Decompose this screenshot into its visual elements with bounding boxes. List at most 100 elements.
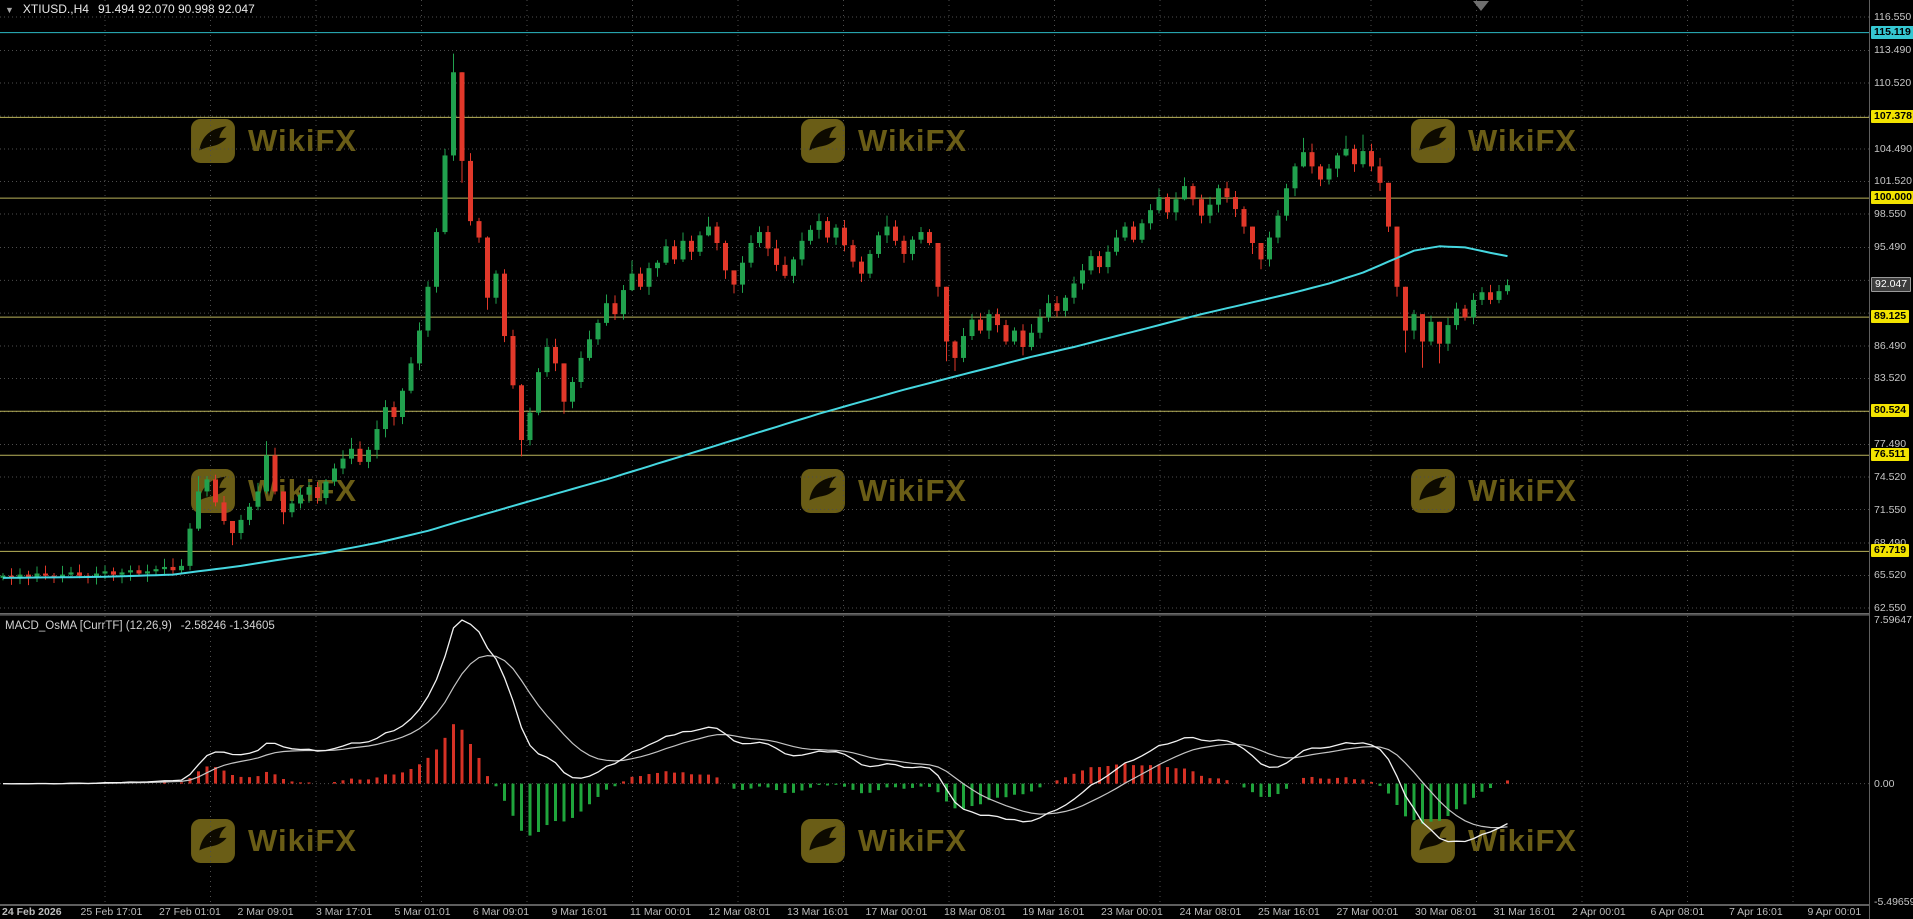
candle-body [944,286,949,342]
time-axis-label: 31 Mar 16:01 [1493,906,1556,918]
candle-body [587,339,592,358]
candle-body [1377,166,1383,183]
candle-body [400,390,405,418]
candle-body [332,468,337,482]
chart-shift-marker-icon[interactable] [1473,1,1489,11]
candle-body [1190,186,1196,200]
time-axis[interactable]: 24 Feb 2026 25 Feb 17:01 27 Feb 01:01 2 Mar… [0,906,1869,919]
candle-body [782,264,788,276]
macd-histogram-bar [826,783,829,786]
candle-body [850,245,856,262]
candle-body [476,221,482,238]
candle-body [1029,332,1034,347]
price-axis[interactable]: 116.550 113.490 110.520 104.490 101.520 98.55… [1869,0,1913,919]
macd-histogram-bar [1259,783,1263,797]
watermark-logo-icon [1411,469,1455,513]
candle-body [935,243,941,287]
candle-body [740,262,745,285]
macd-histogram-bar [588,783,591,805]
price-tick-label: 104.490 [1874,142,1912,155]
macd-histogram-bar [350,778,353,784]
candle-body [646,268,652,287]
macd-histogram-bar [205,766,209,784]
macd-histogram-bar [222,770,226,784]
macd-histogram-bar [503,783,506,801]
panel-divider[interactable] [0,613,1913,616]
price-tick-label: 110.520 [1874,76,1912,89]
candle-body [969,319,975,337]
macd-histogram-bar [409,768,413,784]
macd-histogram-bar [384,774,387,784]
candle-body [221,502,227,521]
candle-body [731,270,737,285]
candle-body [1369,151,1374,167]
candle-body [1505,285,1510,292]
candle-body [595,322,601,340]
candle-body [204,479,210,492]
candle-body [978,319,983,331]
macd-histogram-bar [800,783,804,791]
macd-histogram-bar [1132,765,1135,784]
indicator-label: MACD_OsMA [CurrTF] (12,26,9) -2.58246 -1… [5,620,275,632]
macd-histogram-bar [715,777,719,784]
candle-body [561,363,567,402]
watermark: WikiFX [1410,468,1577,514]
time-axis-label: 9 Mar 16:01 [551,906,608,918]
macd-histogram-bar [783,783,787,794]
candle-body [867,253,873,274]
candle-body [1352,148,1357,165]
macd-histogram-bar [596,783,600,797]
candle-body [315,487,320,499]
macd-histogram-bar [809,783,812,788]
candle-body [1199,199,1204,216]
macd-histogram-bar [639,776,642,784]
macd-histogram-bar [231,774,234,784]
candle-body [604,303,609,323]
macd-histogram-bar [571,783,574,818]
candle-body [519,385,524,441]
watermark-text: WikiFX [1468,123,1578,158]
candle-body [417,330,422,364]
candle-body [1496,291,1502,300]
macd-histogram-bar [528,783,532,836]
candle-body [791,259,796,276]
macd-histogram-bar [1336,777,1339,784]
price-level-label: 80.524 [1871,404,1910,418]
chart-title: ▼ XTIUSD.,H4 91.494 92.070 90.998 92.047 [5,2,255,16]
macd-histogram-bar [214,767,217,784]
time-axis-label: 17 Mar 00:01 [865,906,928,918]
macd-histogram-bar [1480,783,1484,792]
price-tick-label: 74.520 [1874,470,1907,483]
price-level-label: 100.000 [1871,191,1913,205]
macd-histogram-bar [987,783,991,801]
candle-body [1114,237,1119,252]
candle-body [689,240,694,252]
candle-body [1462,308,1468,318]
candle-body [578,357,584,382]
candle-body [706,226,711,236]
macd-histogram-bar [1344,777,1348,784]
candle-body [1105,251,1111,268]
macd-histogram-bar [1191,771,1195,784]
macd-histogram-bar [834,783,838,785]
watermark-text: WikiFX [248,123,358,158]
price-tick-label: 113.490 [1874,44,1912,57]
candle-body [357,448,363,462]
macd-histogram-bar [1030,783,1033,792]
macd-signal-line [2,654,1508,829]
price-tick-label: 77.490 [1874,438,1907,451]
candle-body [672,246,677,260]
macd-histogram-bar [1208,778,1212,784]
candle-body [128,570,133,573]
macd-histogram-bar [630,776,634,784]
chart-symbol-period: XTIUSD.,H4 [22,2,89,16]
candle-body [238,519,244,534]
symbol-dropdown-icon[interactable]: ▼ [5,5,14,15]
candle-body [1318,166,1323,180]
candle-body [621,290,626,315]
candle-body [910,239,915,254]
candle-body [952,341,958,358]
macd-histogram-bar [1472,783,1475,798]
macd-histogram-bar [843,783,846,787]
